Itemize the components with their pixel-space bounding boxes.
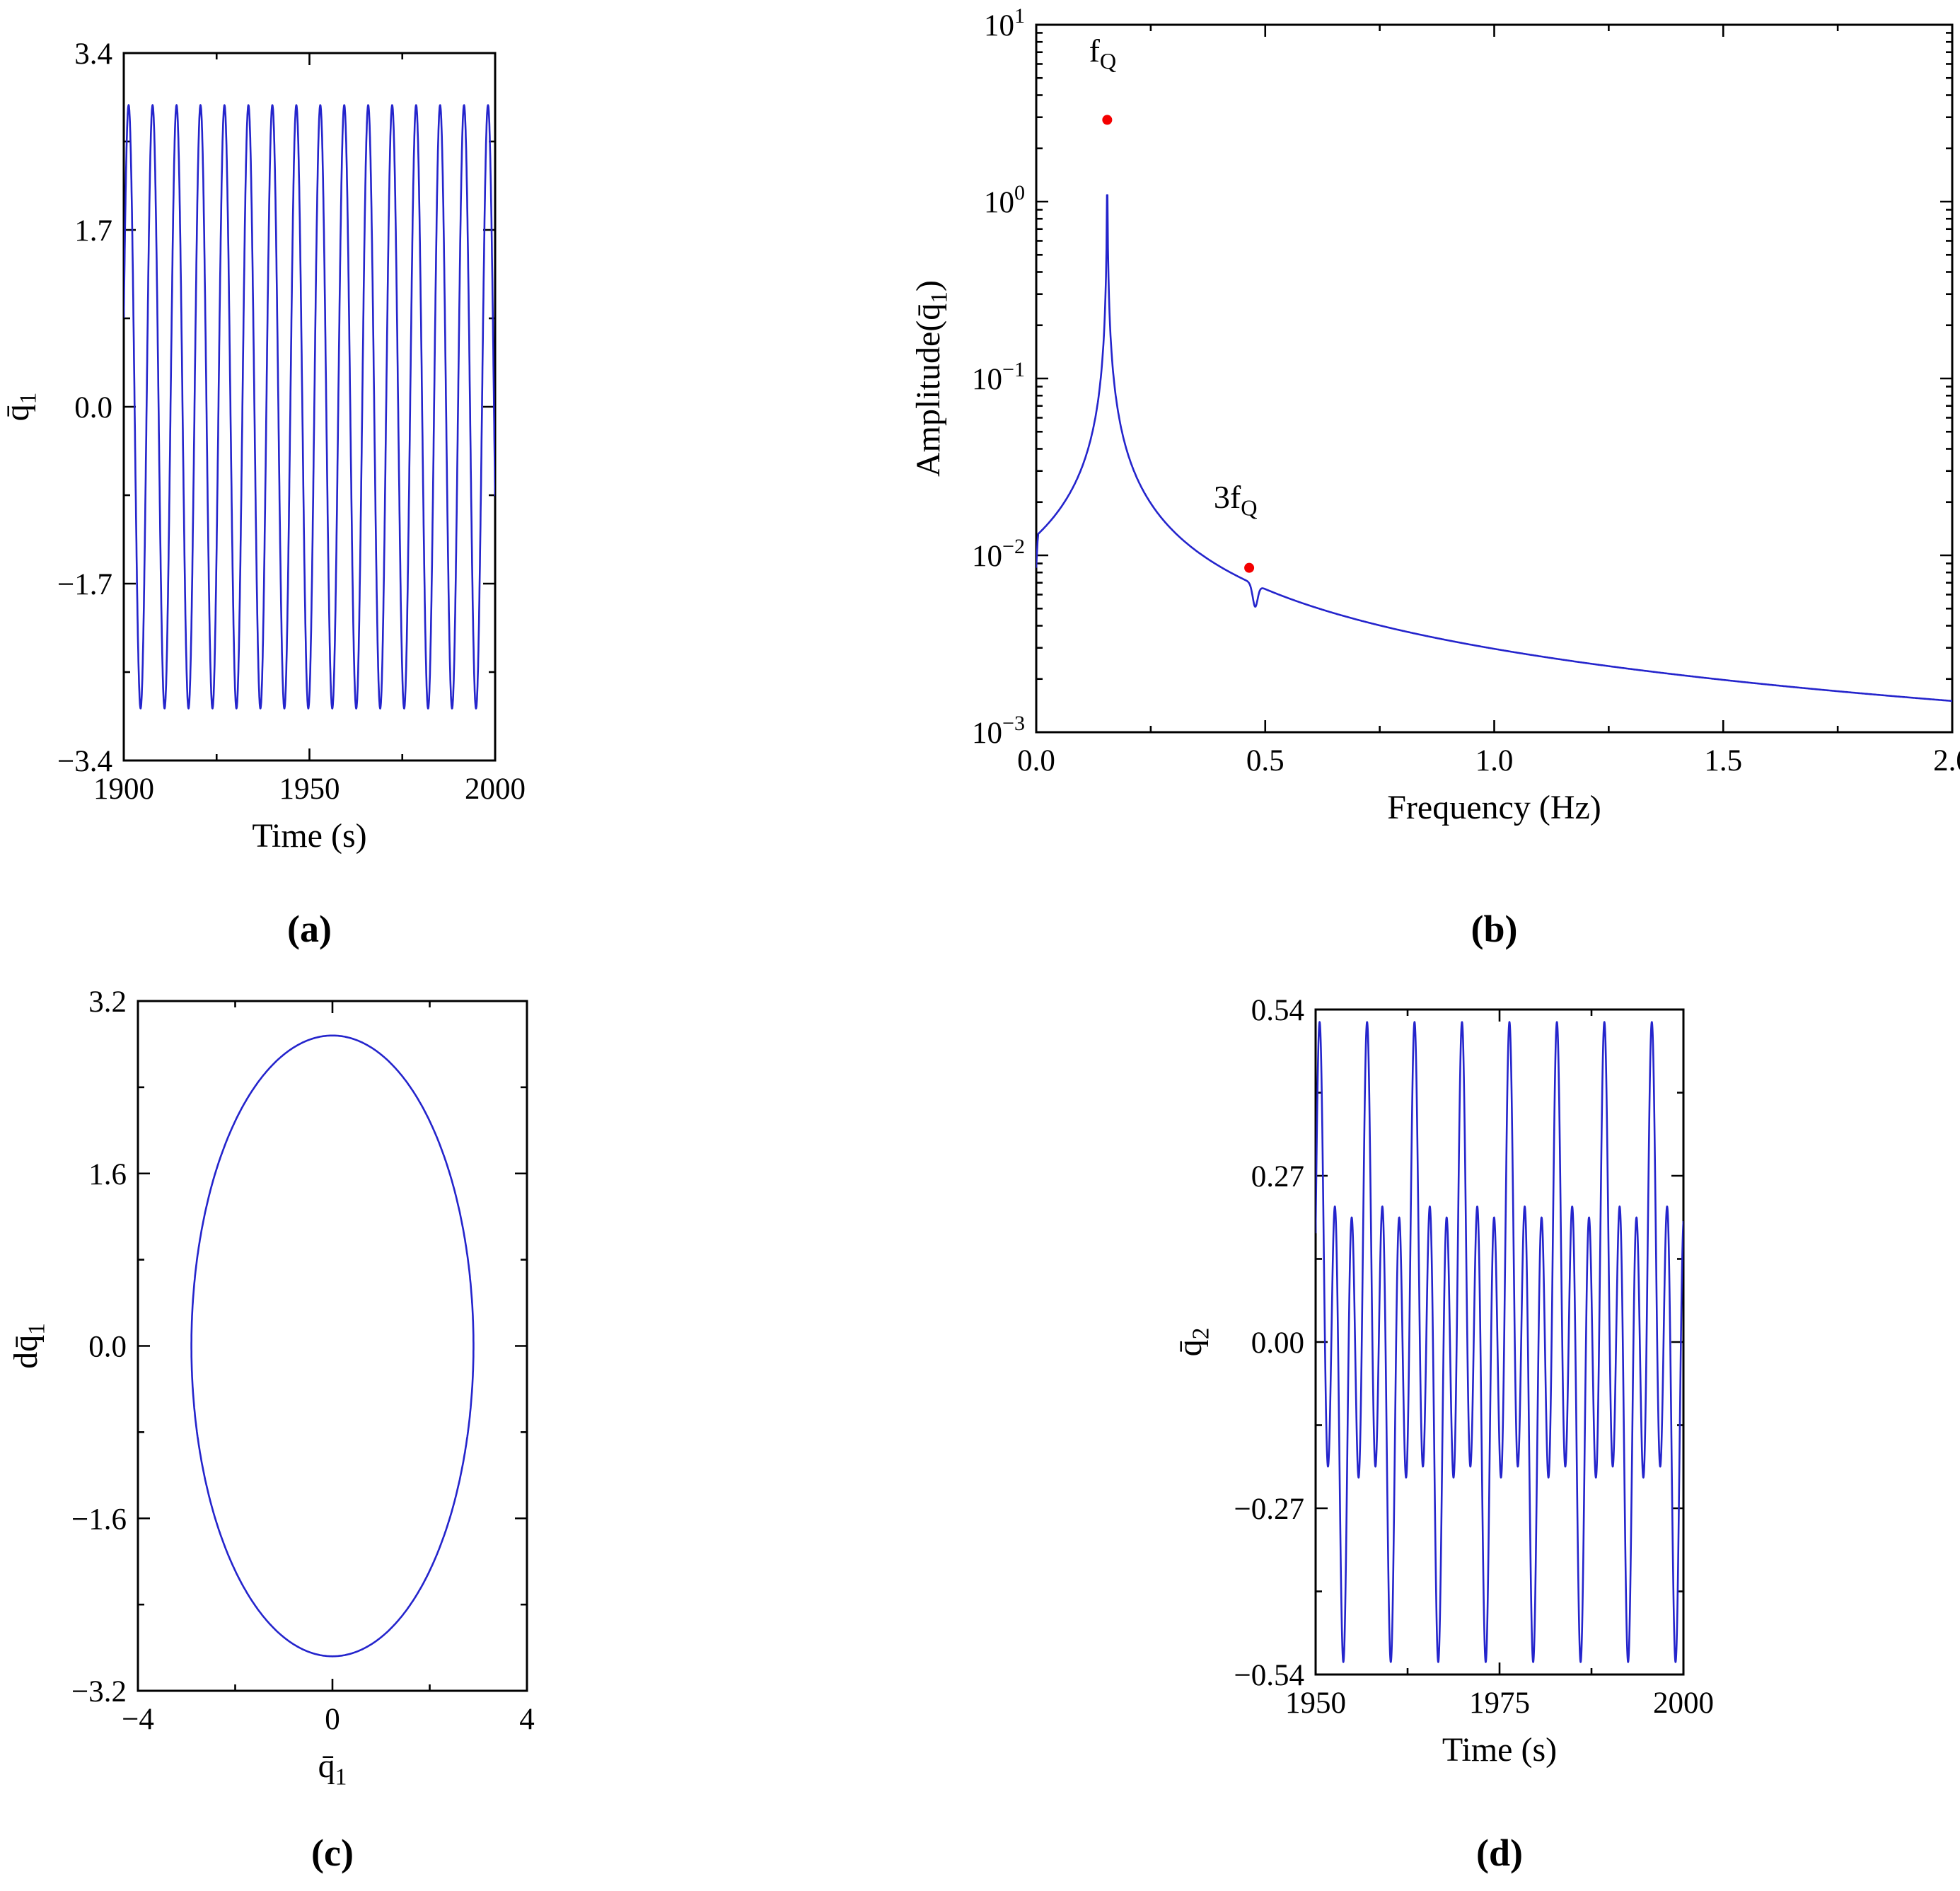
svg-text:0.00: 0.00: [1251, 1326, 1304, 1360]
svg-text:q̄1: q̄1: [318, 1747, 347, 1791]
svg-text:3.4: 3.4: [74, 37, 112, 71]
svg-text:0.0: 0.0: [88, 1331, 127, 1364]
svg-text:−0.54: −0.54: [1234, 1659, 1304, 1692]
svg-text:101: 101: [984, 4, 1025, 42]
svg-text:0: 0: [325, 1703, 340, 1736]
svg-text:4: 4: [519, 1703, 535, 1736]
svg-text:−1.7: −1.7: [57, 568, 112, 601]
svg-text:1.7: 1.7: [74, 214, 112, 248]
svg-text:0.5: 0.5: [1246, 744, 1285, 777]
subplot-c-phase-portrait: −4 0 4 3.2 1.6 0.0 −1.6 −3.2 q̄1 dq̄1: [7, 985, 535, 1791]
svg-text:10−1: 10−1: [972, 357, 1025, 396]
svg-text:0.27: 0.27: [1251, 1160, 1304, 1193]
svg-text:−4: −4: [122, 1703, 154, 1736]
svg-text:1950: 1950: [279, 773, 340, 806]
svg-text:q̄2: q̄2: [1171, 1328, 1214, 1357]
svg-text:2000: 2000: [1653, 1687, 1714, 1720]
svg-text:3.2: 3.2: [88, 985, 127, 1019]
svg-text:1.6: 1.6: [88, 1158, 127, 1191]
svg-text:3fQ: 3fQ: [1214, 479, 1258, 520]
svg-text:1.0: 1.0: [1475, 744, 1514, 777]
svg-text:2.0: 2.0: [1933, 744, 1960, 777]
svg-text:1.5: 1.5: [1704, 744, 1742, 777]
svg-text:100: 100: [984, 180, 1025, 219]
svg-text:Amplitude(q̄1): Amplitude(q̄1): [910, 280, 953, 477]
subplot-b-frequency-spectrum: 0.0 0.5 1.0 1.5 2.0 101 100 10−1 10−2 10−3 Frequen…: [910, 4, 1960, 826]
svg-text:1900: 1900: [93, 773, 154, 806]
svg-text:−1.6: −1.6: [71, 1503, 127, 1536]
svg-text:q̄1: q̄1: [0, 393, 42, 422]
caption-c: (c): [311, 1832, 354, 1874]
svg-text:10−3: 10−3: [972, 711, 1025, 750]
svg-text:Time (s): Time (s): [252, 817, 366, 855]
svg-text:dq̄1: dq̄1: [7, 1323, 50, 1369]
svg-text:fQ: fQ: [1089, 33, 1117, 74]
svg-text:1950: 1950: [1285, 1687, 1346, 1720]
svg-text:Time (s): Time (s): [1442, 1731, 1557, 1769]
svg-text:10−2: 10−2: [972, 534, 1025, 573]
svg-text:1975: 1975: [1469, 1687, 1530, 1720]
subplot-d-time-series-q2: 1950 1975 2000 0.54 0.27 0.00 −0.27 −0.54 Time (…: [1171, 994, 1714, 1769]
svg-text:−3.4: −3.4: [57, 745, 112, 778]
svg-text:−3.2: −3.2: [71, 1675, 127, 1708]
svg-text:0.54: 0.54: [1251, 994, 1304, 1027]
caption-d: (d): [1476, 1832, 1523, 1874]
caption-b: (b): [1471, 908, 1518, 950]
svg-text:Frequency (Hz): Frequency (Hz): [1387, 789, 1601, 826]
svg-text:0.0: 0.0: [1017, 744, 1055, 777]
svg-text:2000: 2000: [465, 773, 526, 806]
svg-text:−0.27: −0.27: [1234, 1493, 1304, 1526]
caption-a: (a): [287, 908, 332, 950]
svg-text:0.0: 0.0: [74, 391, 112, 424]
subplot-a-time-series-q1: 1900 1950 2000 3.4 1.7 0.0 −1.7 −3.4 Time (s) q̄1: [0, 37, 526, 855]
